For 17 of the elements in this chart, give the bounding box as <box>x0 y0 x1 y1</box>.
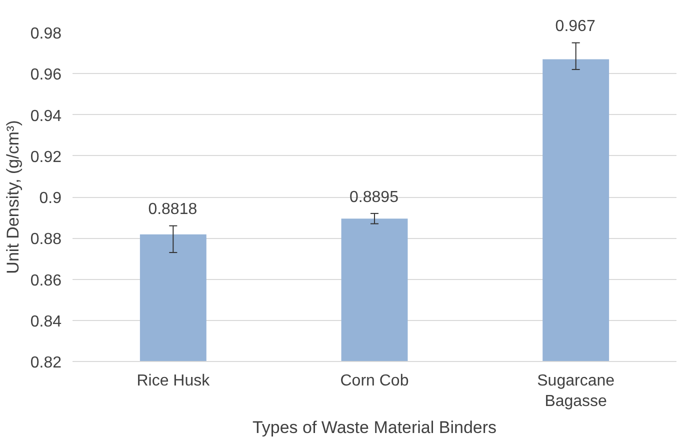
data-label: 0.967 <box>555 18 596 36</box>
y-tick-label: 0.92 <box>30 148 62 166</box>
x-tick-label: Rice Husk <box>136 372 211 390</box>
x-tick-label: Corn Cob <box>340 372 409 390</box>
y-tick-label: 0.96 <box>30 66 62 84</box>
data-label: 0.8818 <box>148 201 198 220</box>
y-tick-label: 0.98 <box>30 26 62 42</box>
x-axis-title: Types of Waste Material Binders <box>252 418 497 437</box>
x-tick-label: Sugarcane Bagasse <box>537 372 615 410</box>
y-tick-label: 0.86 <box>30 272 62 290</box>
y-tick-label: 0.88 <box>30 231 62 248</box>
y-tick-label: 0.94 <box>30 108 62 125</box>
y-tick-label: 0.84 <box>30 313 62 330</box>
data-label: 0.8895 <box>350 188 398 207</box>
y-axis-title: Unit Density, (g/cm³) <box>3 120 22 274</box>
y-tick-label: 0.82 <box>30 354 62 372</box>
y-tick-label: 0.9 <box>39 190 62 207</box>
